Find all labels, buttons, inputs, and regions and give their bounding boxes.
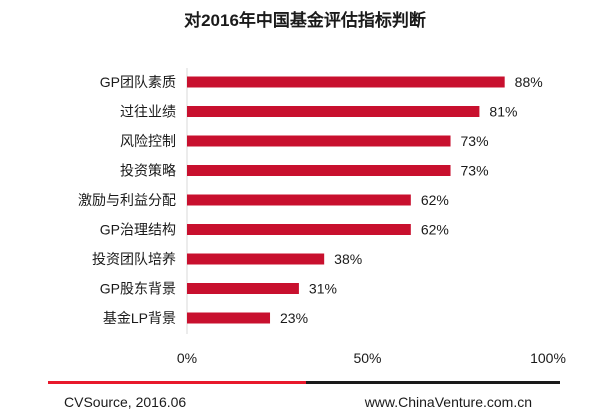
category-label: 激励与利益分配	[78, 192, 176, 208]
data-label: 23%	[280, 310, 308, 326]
source-text: CVSource, 2016.06	[64, 394, 187, 410]
data-label: 62%	[421, 222, 449, 238]
bar	[187, 283, 299, 294]
data-label: 38%	[334, 251, 362, 267]
bar	[187, 194, 411, 206]
data-label: 88%	[515, 74, 543, 90]
footer-divider	[48, 381, 560, 384]
category-label: GP治理结构	[100, 222, 176, 238]
x-tick-label: 50%	[353, 350, 381, 366]
data-label: 81%	[489, 104, 517, 120]
category-label: 基金LP背景	[103, 310, 176, 326]
website-text: www.ChinaVenture.com.cn	[364, 394, 532, 410]
x-axis-ticks: 0% 50% 100%	[177, 350, 566, 366]
data-label: 73%	[461, 133, 489, 149]
x-tick-label: 0%	[177, 350, 197, 366]
data-label: 62%	[421, 192, 449, 208]
bar	[187, 224, 411, 235]
data-label: 31%	[309, 281, 337, 297]
bar	[187, 253, 325, 265]
bar	[187, 76, 505, 88]
divider-red-segment	[48, 381, 306, 384]
chart-title: 对2016年中国基金评估指标判断	[184, 10, 426, 30]
category-label: 风险控制	[120, 133, 176, 149]
divider-black-segment	[306, 381, 560, 384]
category-label: GP团队素质	[100, 74, 176, 90]
category-label: 过往业绩	[120, 104, 176, 120]
category-label: 投资团队培养	[92, 251, 176, 267]
x-tick-label: 100%	[530, 350, 566, 366]
category-label: GP股东背景	[100, 281, 176, 297]
category-label: 投资策略	[120, 163, 176, 179]
bars-layer: GP团队素质 88% 过往业绩 81% 风险控制 73% 投资策略 73% 激励与利益分配 62%…	[78, 74, 543, 326]
bar	[187, 312, 271, 324]
bar	[187, 165, 451, 176]
data-label: 73%	[461, 163, 489, 179]
bar	[187, 106, 480, 117]
bar	[187, 135, 451, 147]
